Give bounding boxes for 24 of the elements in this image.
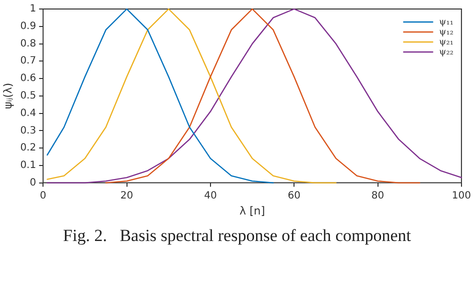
x-axis-title: λ [n] <box>240 204 266 218</box>
x-tick-label: 20 <box>120 190 134 202</box>
x-tick-label: 40 <box>204 190 217 202</box>
y-tick-label: 0.7 <box>20 56 36 67</box>
y-tick-label: 0 <box>30 177 36 188</box>
legend-label: ψ₂₂ <box>439 47 454 58</box>
legend-label: ψ₂₁ <box>439 37 454 48</box>
y-tick-label: 0.2 <box>20 142 36 154</box>
x-tick-label: 60 <box>288 190 300 202</box>
y-tick-label: 0.1 <box>20 160 36 172</box>
legend-label: ψ₁₂ <box>439 27 454 38</box>
y-tick-label: 0.9 <box>20 20 36 32</box>
y-tick-label: 0.5 <box>20 90 36 102</box>
legend-label: ψ₁₁ <box>439 17 454 28</box>
caption: Fig. 2. Basis spectral response of each component <box>62 226 412 246</box>
x-tick-label: 0 <box>40 190 46 202</box>
y-tick-label: 1 <box>30 4 36 15</box>
y-tick-label: 0.8 <box>20 38 36 50</box>
x-tick-label: 80 <box>371 190 384 202</box>
y-axis-title: ψᵢⱼ(λ) <box>1 82 14 110</box>
y-tick-label: 0.3 <box>20 125 36 136</box>
y-tick-label: 0.4 <box>20 108 36 119</box>
y-tick-label: 0.6 <box>20 73 36 84</box>
x-tick-label: 100 <box>452 190 472 202</box>
